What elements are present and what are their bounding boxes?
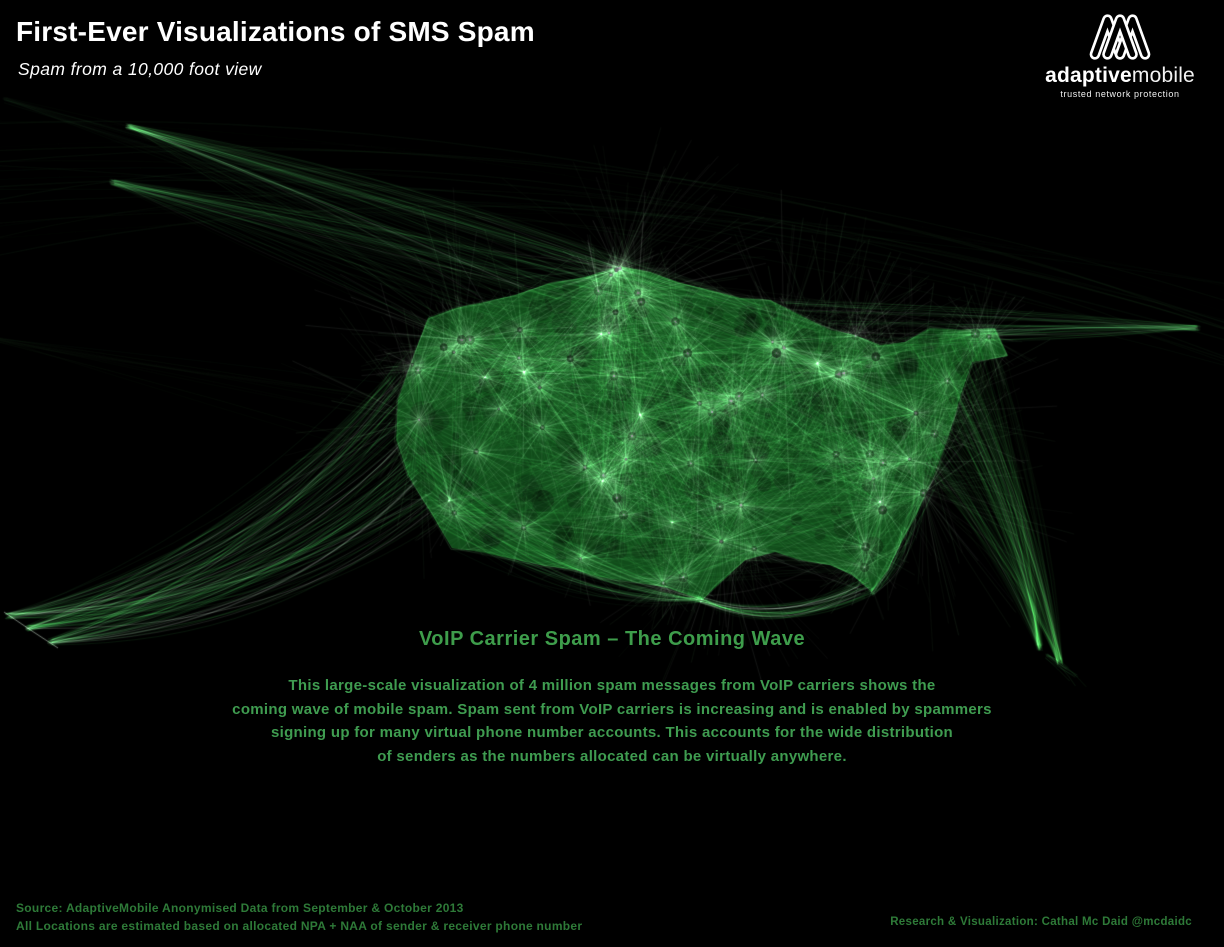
page-title: First-Ever Visualizations of SMS Spam: [16, 16, 535, 47]
source-attribution: Source: AdaptiveMobile Anonymised Data f…: [16, 899, 582, 935]
adaptivemobile-logo: adaptivemobile trusted network protectio…: [1040, 10, 1200, 99]
viz-description: This large-scale visualization of 4 mill…: [0, 674, 1224, 768]
viz-caption: VoIP Carrier Spam – The Coming Wave This…: [0, 628, 1224, 768]
adaptivemobile-logo-icon: [1089, 14, 1151, 60]
source-line-2: All Locations are estimated based on all…: [16, 919, 583, 933]
source-line-1: Source: AdaptiveMobile Anonymised Data f…: [16, 901, 464, 915]
page-subtitle: Spam from a 10,000 foot view: [18, 59, 262, 79]
viz-description-line: of senders as the numbers allocated can …: [377, 747, 847, 765]
viz-heading: VoIP Carrier Spam – The Coming Wave: [418, 628, 806, 650]
brand-adaptive: adaptive: [1045, 64, 1132, 87]
brand-wordmark: adaptivemobile: [1040, 65, 1200, 87]
brand-mobile: mobile: [1131, 64, 1195, 87]
brand-tagline: trusted network protection: [1060, 89, 1180, 99]
research-credit: Research & Visualization: Cathal Mc Daid…: [890, 916, 1192, 928]
viz-description-line: signing up for many virtual phone number…: [270, 724, 954, 741]
viz-description-line: This large-scale visualization of 4 mill…: [288, 677, 936, 694]
viz-description-line: coming wave of mobile spam. Spam sent fr…: [232, 700, 992, 718]
